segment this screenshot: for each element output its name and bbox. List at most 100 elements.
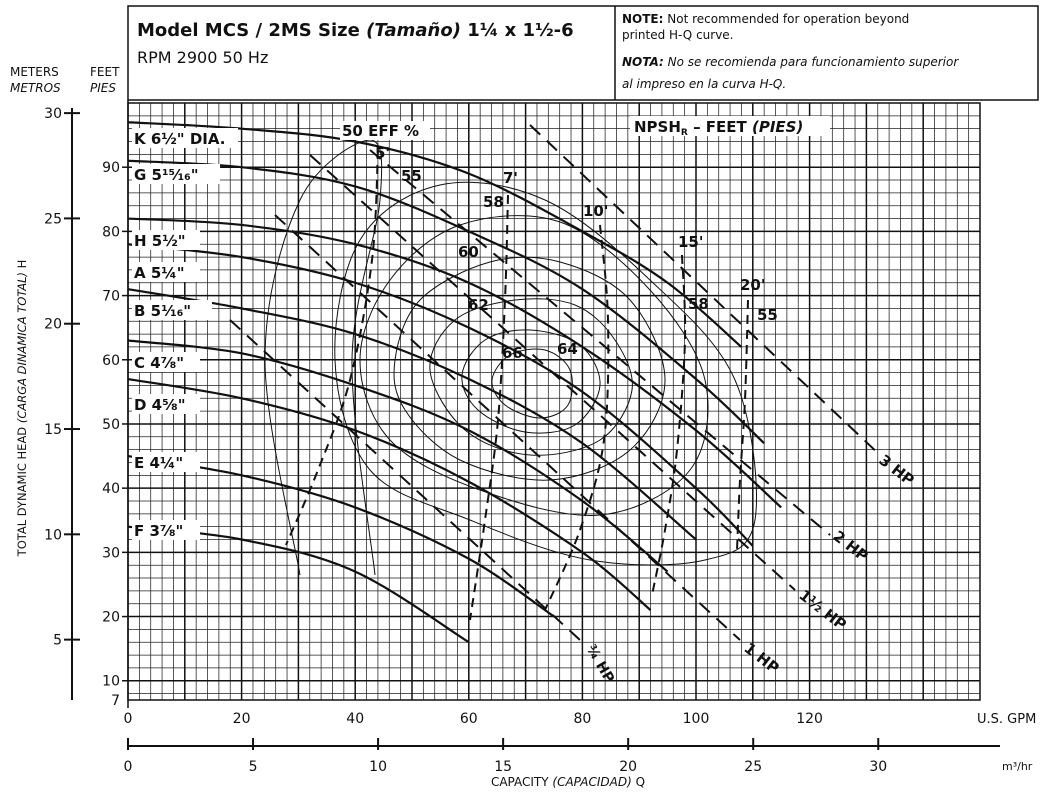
meters-tick-label-20: 20	[44, 317, 62, 333]
size-word: (Tamaño)	[366, 20, 461, 41]
x-axis-title: CAPACITY (CAPACIDAD) Q	[491, 775, 645, 789]
feet-tick-label-7: 7	[111, 693, 120, 709]
m3hr-tick-label-0: 0	[124, 759, 133, 775]
x-title-part1: CAPACITY	[491, 775, 552, 789]
hp-line-0-75	[229, 319, 581, 641]
hq-curve-6	[127, 377, 652, 611]
curve-label-f: F 3⁷⁄₈"	[134, 522, 183, 540]
npsh-label-15: 15'	[678, 233, 703, 251]
hp-label-3: 3 HP	[876, 451, 918, 489]
eff-label-60: 60	[458, 243, 479, 261]
curve-labels: K 6½" DIA. G 5¹⁵⁄₁₆" H 5½" A 5¼" B 5¹⁄₁₆…	[132, 128, 238, 540]
nota-line: NOTA: No se recomienda para funcionamien…	[622, 55, 959, 69]
meters-tick-label-5: 5	[53, 633, 62, 649]
note-line-2: printed H-Q curve.	[622, 28, 734, 42]
x-title-part2: (CAPACIDAD)	[552, 775, 631, 789]
efficiency-contours	[264, 139, 757, 576]
gpm-tick-label-80: 80	[573, 711, 591, 727]
m3hr-unit-label: m³/hr	[1002, 760, 1033, 773]
npsh-title-sub: R	[681, 128, 688, 138]
feet-tick-label-10: 10	[102, 674, 120, 690]
curve-label-g: G 5¹⁵⁄₁₆"	[134, 166, 199, 184]
curve-label-k: K 6½" DIA.	[134, 130, 225, 148]
gpm-tick-label-0: 0	[124, 711, 133, 727]
model-title: Model MCS / 2MS Size (Tamaño) 1¼ x 1½-6	[137, 20, 574, 41]
feet-tick-label-20: 20	[102, 610, 120, 626]
npsh-title-rest: – FEET	[688, 118, 752, 136]
npsh-label-10: 10'	[583, 202, 608, 220]
hp-label-1: 1 HP	[741, 639, 783, 677]
model-prefix: Model MCS / 2MS Size	[137, 20, 366, 41]
hp-labels: 3 HP 2 HP 1½ HP 1 HP ¾ HP	[583, 451, 918, 686]
hp-line-3	[529, 124, 881, 456]
hq-curve-5	[127, 339, 669, 573]
eff-contour-58	[359, 215, 709, 516]
gpm-unit-label: U.S. GPM	[977, 712, 1036, 727]
gpm-tick-label-120: 120	[796, 711, 823, 727]
chart-header: Model MCS / 2MS Size (Tamaño) 1¼ x 1½-6 …	[127, 5, 1039, 101]
note-text: Not recommended for operation beyond	[663, 12, 909, 26]
y-title-part1: TOTAL DYNAMIC HEAD	[15, 423, 29, 557]
feet-label: FEET	[90, 65, 120, 79]
metros-label: METROS	[10, 81, 61, 95]
y-axis-title: TOTAL DYNAMIC HEAD (CARGA DINAMICA TOTAL…	[15, 260, 29, 558]
hq-curve-1	[127, 159, 765, 445]
gpm-tick-label-60: 60	[460, 711, 478, 727]
curve-label-b: B 5¹⁄₁₆"	[134, 302, 191, 320]
eff-label-55: 55	[401, 167, 422, 185]
pies-label: PIES	[90, 81, 116, 95]
npsh-label-7: 7'	[503, 169, 518, 187]
eff-contour-50	[264, 139, 383, 576]
y-title-part3: H	[15, 260, 29, 272]
hp-line-2	[369, 149, 831, 536]
hq-curve-0	[127, 121, 743, 348]
feet-tick-label-90: 90	[102, 160, 120, 176]
npsh-line-10	[544, 224, 610, 611]
m3hr-tick-label-5: 5	[249, 759, 258, 775]
eff-label-55-right: 55	[757, 306, 778, 324]
hp-label-2: 2 HP	[830, 527, 872, 565]
curve-label-c: C 4⁷⁄₈"	[134, 354, 184, 372]
m3hr-tick-label-20: 20	[619, 759, 637, 775]
hp-label-0-75: ¾ HP	[583, 642, 618, 686]
meters-tick-label-10: 10	[44, 527, 62, 543]
meters-tick-label-30: 30	[44, 106, 62, 122]
eff-label-58-right: 58	[688, 295, 709, 313]
m3hr-tick-label-30: 30	[869, 759, 887, 775]
m3hr-tick-label-25: 25	[744, 759, 762, 775]
curve-label-d: D 4⁵⁄₈"	[134, 396, 186, 414]
eff-label-66: 66	[502, 344, 523, 362]
npsh-label-20: 20'	[740, 276, 765, 294]
header-border	[127, 5, 1039, 101]
npsh-title: NPSHR – FEET (PIES)	[634, 118, 803, 138]
feet-tick-label-30: 30	[102, 545, 120, 561]
nota-label: NOTA:	[622, 55, 664, 69]
feet-tick-label-60: 60	[102, 353, 120, 369]
feet-tick-label-70: 70	[102, 289, 120, 305]
hq-curve-7	[127, 454, 555, 618]
hq-curve-4	[127, 288, 697, 541]
eff-label-58: 58	[483, 193, 504, 211]
eff-contour-66	[491, 348, 573, 419]
note-line: NOTE: Not recommended for operation beyo…	[622, 12, 909, 26]
meters-tick-label-15: 15	[44, 422, 62, 438]
eff-contour-64	[461, 329, 601, 434]
y-title-part2: (CARGA DINAMICA TOTAL)	[15, 272, 29, 423]
horsepower-lines	[229, 124, 881, 641]
hq-curve-2	[127, 217, 782, 509]
npsh-line-15	[651, 254, 687, 596]
rpm-line: RPM 2900 50 Hz	[137, 48, 268, 67]
feet-tick-label-50: 50	[102, 417, 120, 433]
m3hr-tick-label-15: 15	[494, 759, 512, 775]
head-capacity-curves	[127, 121, 782, 644]
npsh-line-20	[736, 299, 749, 551]
note-label: NOTE:	[622, 12, 663, 26]
m3hr-tick-label-10: 10	[369, 759, 387, 775]
eff-label-62: 62	[468, 296, 489, 314]
eff-label-64: 64	[557, 340, 578, 358]
curve-label-h: H 5½"	[134, 232, 186, 250]
gpm-tick-label-100: 100	[683, 711, 710, 727]
feet-tick-label-40: 40	[102, 481, 120, 497]
size-value: 1¼ x 1½-6	[461, 20, 574, 41]
